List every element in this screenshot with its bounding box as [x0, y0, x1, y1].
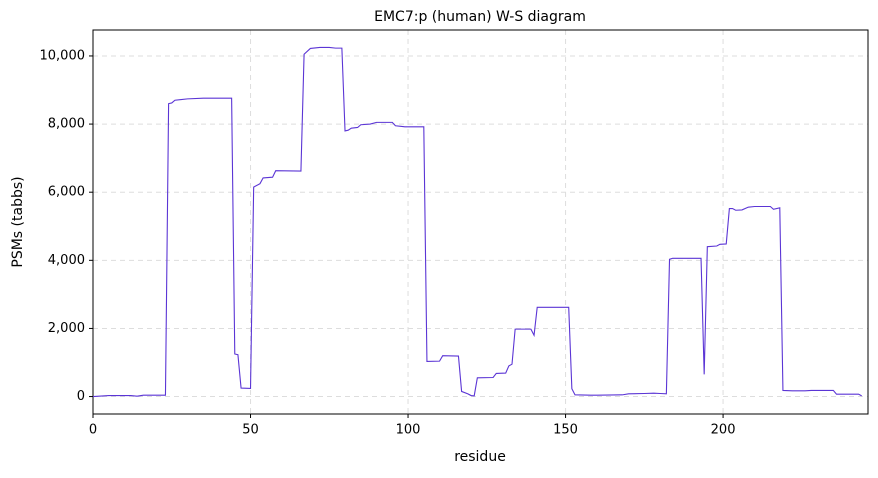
y-tick-label: 6,000	[48, 185, 85, 200]
x-tick-label: 100	[396, 423, 421, 438]
data-line	[92, 46, 862, 398]
y-tick-label: 10,000	[40, 48, 86, 63]
plot-frame	[92, 29, 869, 415]
x-tick-label: 150	[553, 423, 578, 438]
x-axis-label: residue	[454, 449, 506, 465]
chart-title: EMC7:p (human) W-S diagram	[374, 9, 586, 25]
y-tick-label: 0	[77, 389, 85, 404]
y-tick-label: 2,000	[48, 321, 85, 336]
x-tick-label: 200	[711, 423, 736, 438]
y-tick-label: 4,000	[48, 253, 85, 268]
y-tick-label: 8,000	[48, 117, 85, 132]
x-tick-label: 50	[242, 423, 259, 438]
x-tick-label: 0	[89, 423, 97, 438]
y-axis-label: PSMs (tabbs)	[10, 176, 26, 267]
